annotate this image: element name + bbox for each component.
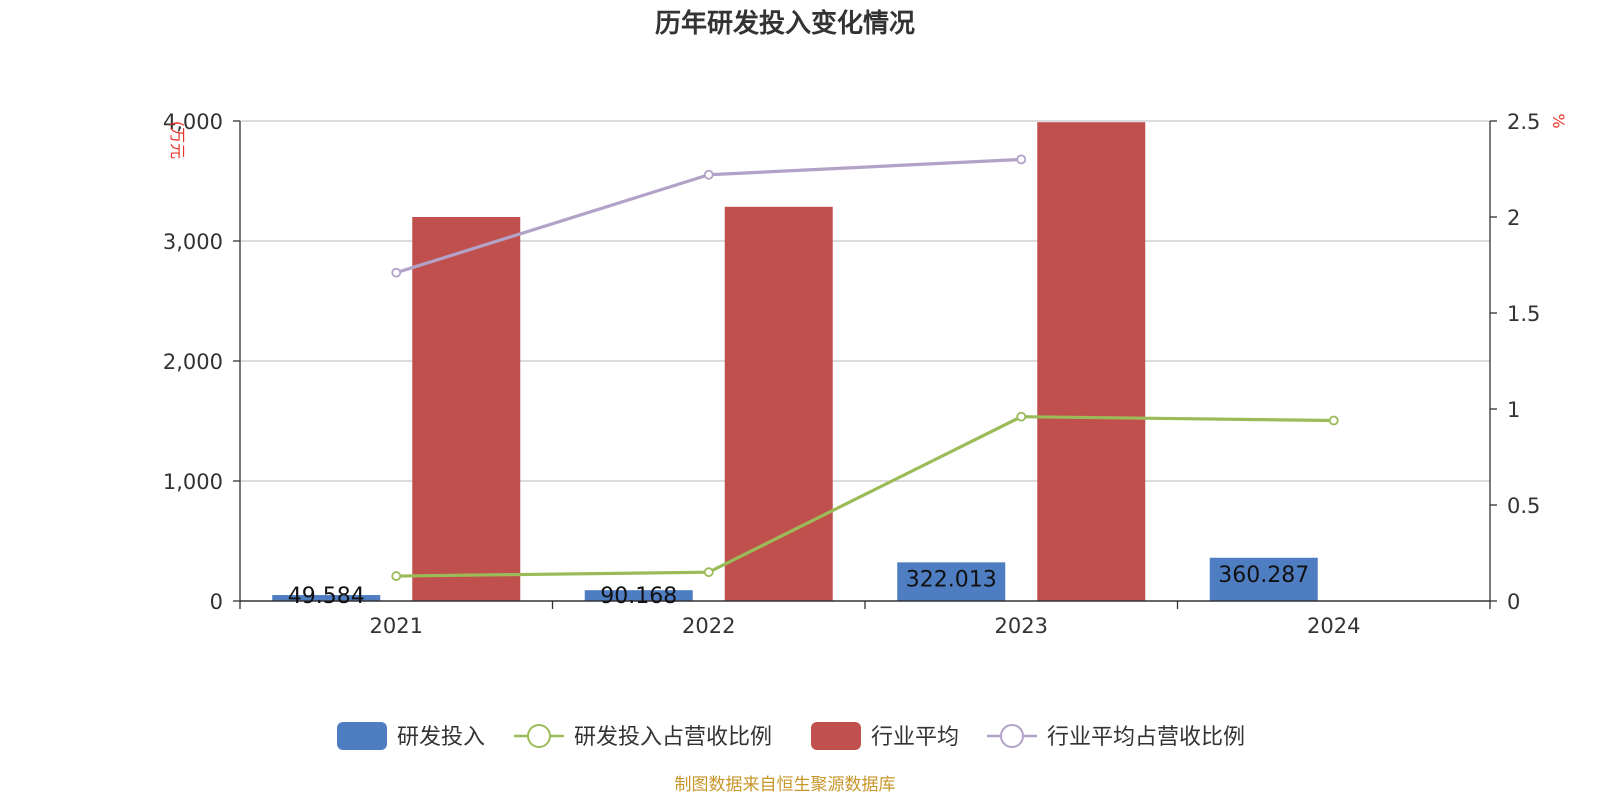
line-point xyxy=(391,571,402,581)
y-right-tick-label: 2 xyxy=(1507,206,1520,230)
legend-label: 行业平均 xyxy=(871,725,959,750)
x-tick-label: 2024 xyxy=(1307,614,1360,638)
bar-industry-average xyxy=(412,217,521,601)
y-right-tick-label: 0.5 xyxy=(1507,494,1540,518)
bar-data-label: 90.168 xyxy=(600,584,677,609)
y-left-unit: (万元 xyxy=(168,121,187,159)
y-right-tick-label: 1.5 xyxy=(1507,302,1540,326)
line-point xyxy=(1016,154,1027,165)
x-tick-label: 2023 xyxy=(995,614,1048,638)
bar-rd-investment xyxy=(1209,557,1318,601)
legend-swatch xyxy=(337,722,387,750)
x-tick-label: 2022 xyxy=(682,614,735,638)
line-point xyxy=(703,169,714,180)
y-left-tick-label: 0 xyxy=(210,590,223,614)
y-right-tick-label: 2.5 xyxy=(1507,110,1540,134)
y-right-unit: % xyxy=(1549,113,1568,128)
legend-marker xyxy=(1000,724,1024,748)
legend-label: 行业平均占营收比例 xyxy=(1047,725,1245,750)
legend: 研发投入 研发投入占营收比例 行业平均 行业平均占营收比例 xyxy=(337,722,1245,750)
data-labels: 49.584 90.168 322.013 360.287 xyxy=(288,563,1309,609)
line-point xyxy=(1328,415,1339,426)
lines xyxy=(391,154,1339,581)
source-note: 制图数据来自恒生聚源数据库 xyxy=(675,775,896,795)
x-tick-label: 2021 xyxy=(370,614,423,638)
legend-swatch xyxy=(811,722,861,750)
line-point xyxy=(703,567,714,578)
bar-industry-average xyxy=(724,206,833,602)
bar-industry-average xyxy=(1037,122,1146,601)
y-right-tick-label: 0 xyxy=(1507,590,1520,614)
y-left-tick-label: 4,000 xyxy=(163,110,223,134)
y-left-tick-label: 3,000 xyxy=(163,230,223,254)
bar-data-label: 360.287 xyxy=(1218,563,1309,588)
bars xyxy=(272,122,1318,602)
legend-label: 研发投入占营收比例 xyxy=(574,725,772,750)
bar-data-label: 322.013 xyxy=(906,567,997,592)
line-point xyxy=(391,267,402,278)
bar-rd-investment xyxy=(272,595,381,601)
bar-rd-investment xyxy=(897,562,1006,601)
y-left-tick-label: 1,000 xyxy=(163,470,223,494)
chart-title: 历年研发投入变化情况 xyxy=(655,8,915,39)
bar-rd-investment xyxy=(584,590,693,601)
y-right-tick-label: 1 xyxy=(1507,398,1520,422)
line-1 xyxy=(396,415,1334,578)
legend-marker xyxy=(527,724,551,748)
bar-data-label: 49.584 xyxy=(288,584,365,609)
axes: 0 1,000 2,000 3,000 4,000 0 0.5 1 1.5 2 2.5 2021 202… xyxy=(163,110,1541,638)
line-point xyxy=(1016,411,1027,422)
y-left-tick-label: 2,000 xyxy=(163,350,223,374)
legend-label: 研发投入 xyxy=(397,725,485,750)
